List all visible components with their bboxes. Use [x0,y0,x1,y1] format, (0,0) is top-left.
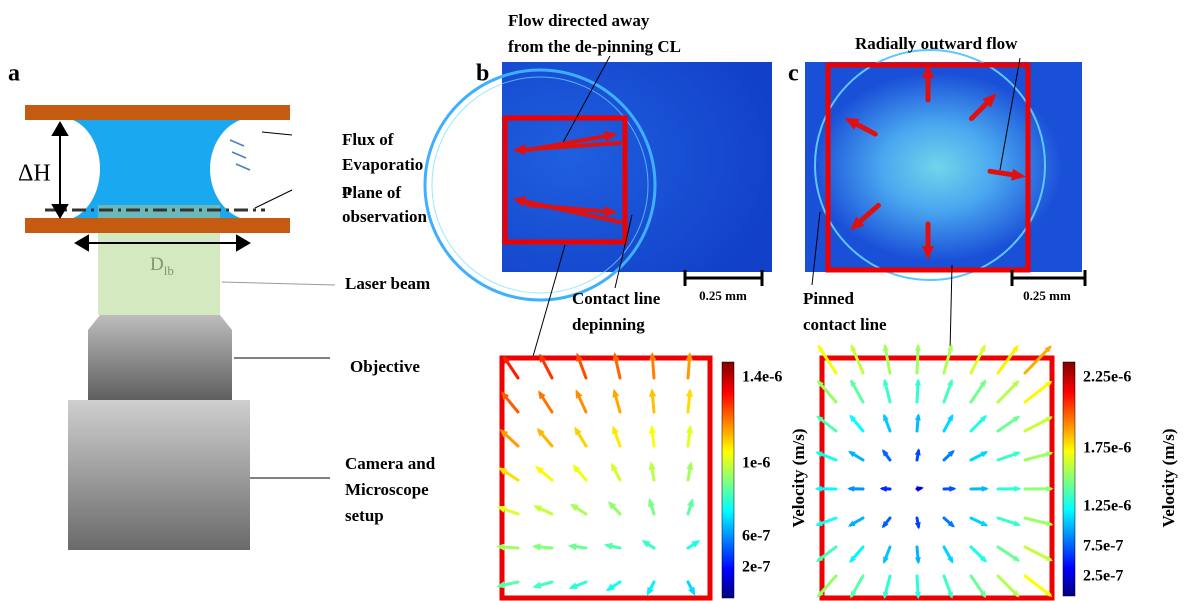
arrow-head [883,344,889,351]
colorbar [722,362,734,598]
panel-label: b [476,61,489,87]
colorbar-tick: 7.5e-7 [1083,538,1123,555]
flux-label: Evaporatio [342,155,423,174]
colorbar-tick: 1e-6 [742,455,770,472]
scale-bar [685,270,762,286]
annotation: Flow directed away [508,11,650,30]
scale-label: 0.25 mm [1023,288,1071,303]
colorbar-label: Velocity (m/s) [1159,429,1178,528]
meniscus [210,117,300,221]
leader [222,282,335,285]
colorbar-tick: 1.25e-6 [1083,498,1131,515]
objective [88,315,232,400]
arrow-head [815,486,822,492]
arrow-head [915,344,921,351]
bottom-plate [25,218,290,233]
laser-label: Laser beam [345,274,430,293]
annotation: Radially outward flow [855,34,1018,53]
camera-label: Microscope [345,480,429,499]
subscript: lb [164,263,174,278]
colorbar-tick: 1.4e-6 [742,369,782,386]
contact-line-label: Pinned [803,289,855,308]
flux-label: Flux of [342,130,394,149]
camera-label: setup [345,506,384,525]
annotation: from the de-pinning CL [508,37,681,56]
top-plate [25,105,290,120]
panel-label: a [8,61,20,87]
micrograph [805,62,1082,272]
colorbar-tick: 2.5e-7 [1083,568,1123,585]
camera [68,400,250,550]
camera-label: Camera and [345,454,436,473]
scale-label: 0.25 mm [699,288,747,303]
vector-field [822,358,1052,598]
delta-h: ΔH [18,161,51,187]
colorbar-tick: 2e-7 [742,559,770,576]
colorbar-tick: 2.25e-6 [1083,369,1131,386]
plane-label: Plane of [342,183,401,202]
symbol: D [150,254,164,275]
contact-line-label: depinning [572,315,645,334]
plane-label: observation [342,207,428,226]
figure: a ΔH Dlb Flux of Evaporatio n Plane of o… [0,0,1186,601]
colorbar-label: Velocity (m/s) [789,429,808,528]
panel-label: c [788,61,799,87]
colorbar [1063,362,1075,596]
colorbar-tick: 6e-7 [742,528,770,545]
contact-line-label: contact line [803,315,887,334]
colorbar-tick: 1.75e-6 [1083,440,1131,457]
vector-field [502,358,710,598]
contact-line-label: Contact line [572,289,661,308]
setup-schematic: a ΔH Dlb Flux of Evaporatio n Plane of o… [8,61,436,551]
objective-label: Objective [350,357,420,376]
